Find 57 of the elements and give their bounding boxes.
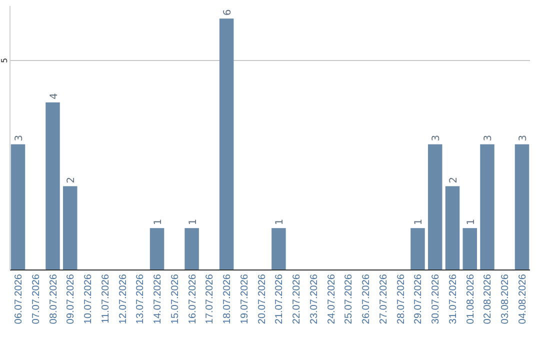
x-tick-label: 28.07.2026 [396, 274, 407, 324]
bar [63, 186, 78, 270]
x-tick-label: 22.07.2026 [292, 274, 303, 324]
bar [46, 102, 60, 270]
bar [272, 228, 286, 270]
x-tick-label: 21.07.2026 [274, 274, 286, 324]
x-tick-label: 09.07.2026 [66, 274, 77, 324]
x-tick-label: 12.07.2026 [118, 274, 129, 324]
data-label: 4 [48, 93, 60, 100]
x-tick-label: 02.08.2026 [482, 274, 494, 324]
bar [428, 144, 442, 270]
bar [184, 228, 199, 270]
data-label: 1 [153, 218, 164, 226]
x-tick-label: 13.07.2026 [135, 274, 146, 324]
x-tick-label: 17.07.2026 [204, 274, 216, 324]
x-tick-label: 18.07.2026 [222, 274, 234, 324]
x-tick-label: 07.07.2026 [30, 274, 42, 324]
bar [480, 144, 494, 270]
data-label: 1 [274, 218, 286, 226]
bar [10, 144, 26, 270]
x-tick-label: 01.08.2026 [465, 274, 476, 324]
x-tick-label: 26.07.2026 [361, 274, 372, 324]
data-label: 3 [431, 134, 442, 142]
x-tick-label: 04.08.2026 [518, 274, 529, 324]
bar [445, 186, 460, 270]
x-tick-label: 14.07.2026 [152, 274, 164, 324]
x-tick-label: 25.07.2026 [344, 274, 355, 324]
x-tick-label: 30.07.2026 [430, 274, 442, 324]
x-tick-label: 16.07.2026 [187, 274, 198, 324]
bar [410, 228, 425, 270]
data-label: 3 [14, 134, 25, 142]
x-tick-label: 11.07.2026 [100, 274, 112, 324]
y-tick-label: 5 [0, 58, 9, 64]
x-tick-label: 10.07.2026 [83, 274, 94, 324]
data-label: 1 [414, 218, 425, 226]
x-tick-label: 31.07.2026 [448, 274, 459, 324]
bar [219, 18, 234, 270]
data-label: 3 [483, 134, 494, 142]
x-tick-label: 15.07.2026 [170, 274, 181, 324]
data-label: 2 [448, 176, 460, 184]
x-tick-label: 03.08.2026 [500, 274, 512, 324]
data-label: 1 [466, 218, 477, 226]
x-tick-label: 19.07.2026 [239, 274, 250, 324]
data-label: 3 [518, 134, 530, 142]
x-tick-label: 29.07.2026 [413, 274, 424, 324]
data-label: 6 [222, 9, 234, 16]
data-label: 1 [188, 218, 199, 226]
x-tick-label: 08.07.2026 [48, 274, 60, 324]
x-tick-label: 23.07.2026 [308, 274, 320, 324]
x-tick-label: 24.07.2026 [326, 274, 338, 324]
data-label: 2 [66, 176, 78, 184]
x-tick-label: 27.07.2026 [378, 274, 390, 324]
bar [462, 228, 477, 270]
bar [514, 144, 530, 270]
bar [150, 228, 164, 270]
x-tick-label: 06.07.2026 [13, 274, 24, 324]
x-tick-label: 20.07.2026 [256, 274, 268, 324]
